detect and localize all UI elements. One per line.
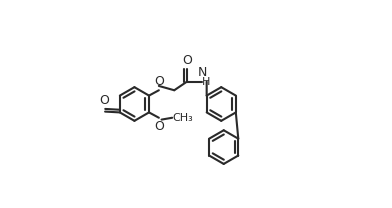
Text: O: O xyxy=(182,54,192,67)
Text: O: O xyxy=(154,120,164,132)
Text: O: O xyxy=(154,76,164,88)
Text: O: O xyxy=(100,94,109,107)
Text: CH₃: CH₃ xyxy=(173,113,194,123)
Text: H: H xyxy=(201,77,210,87)
Text: N: N xyxy=(198,66,207,79)
